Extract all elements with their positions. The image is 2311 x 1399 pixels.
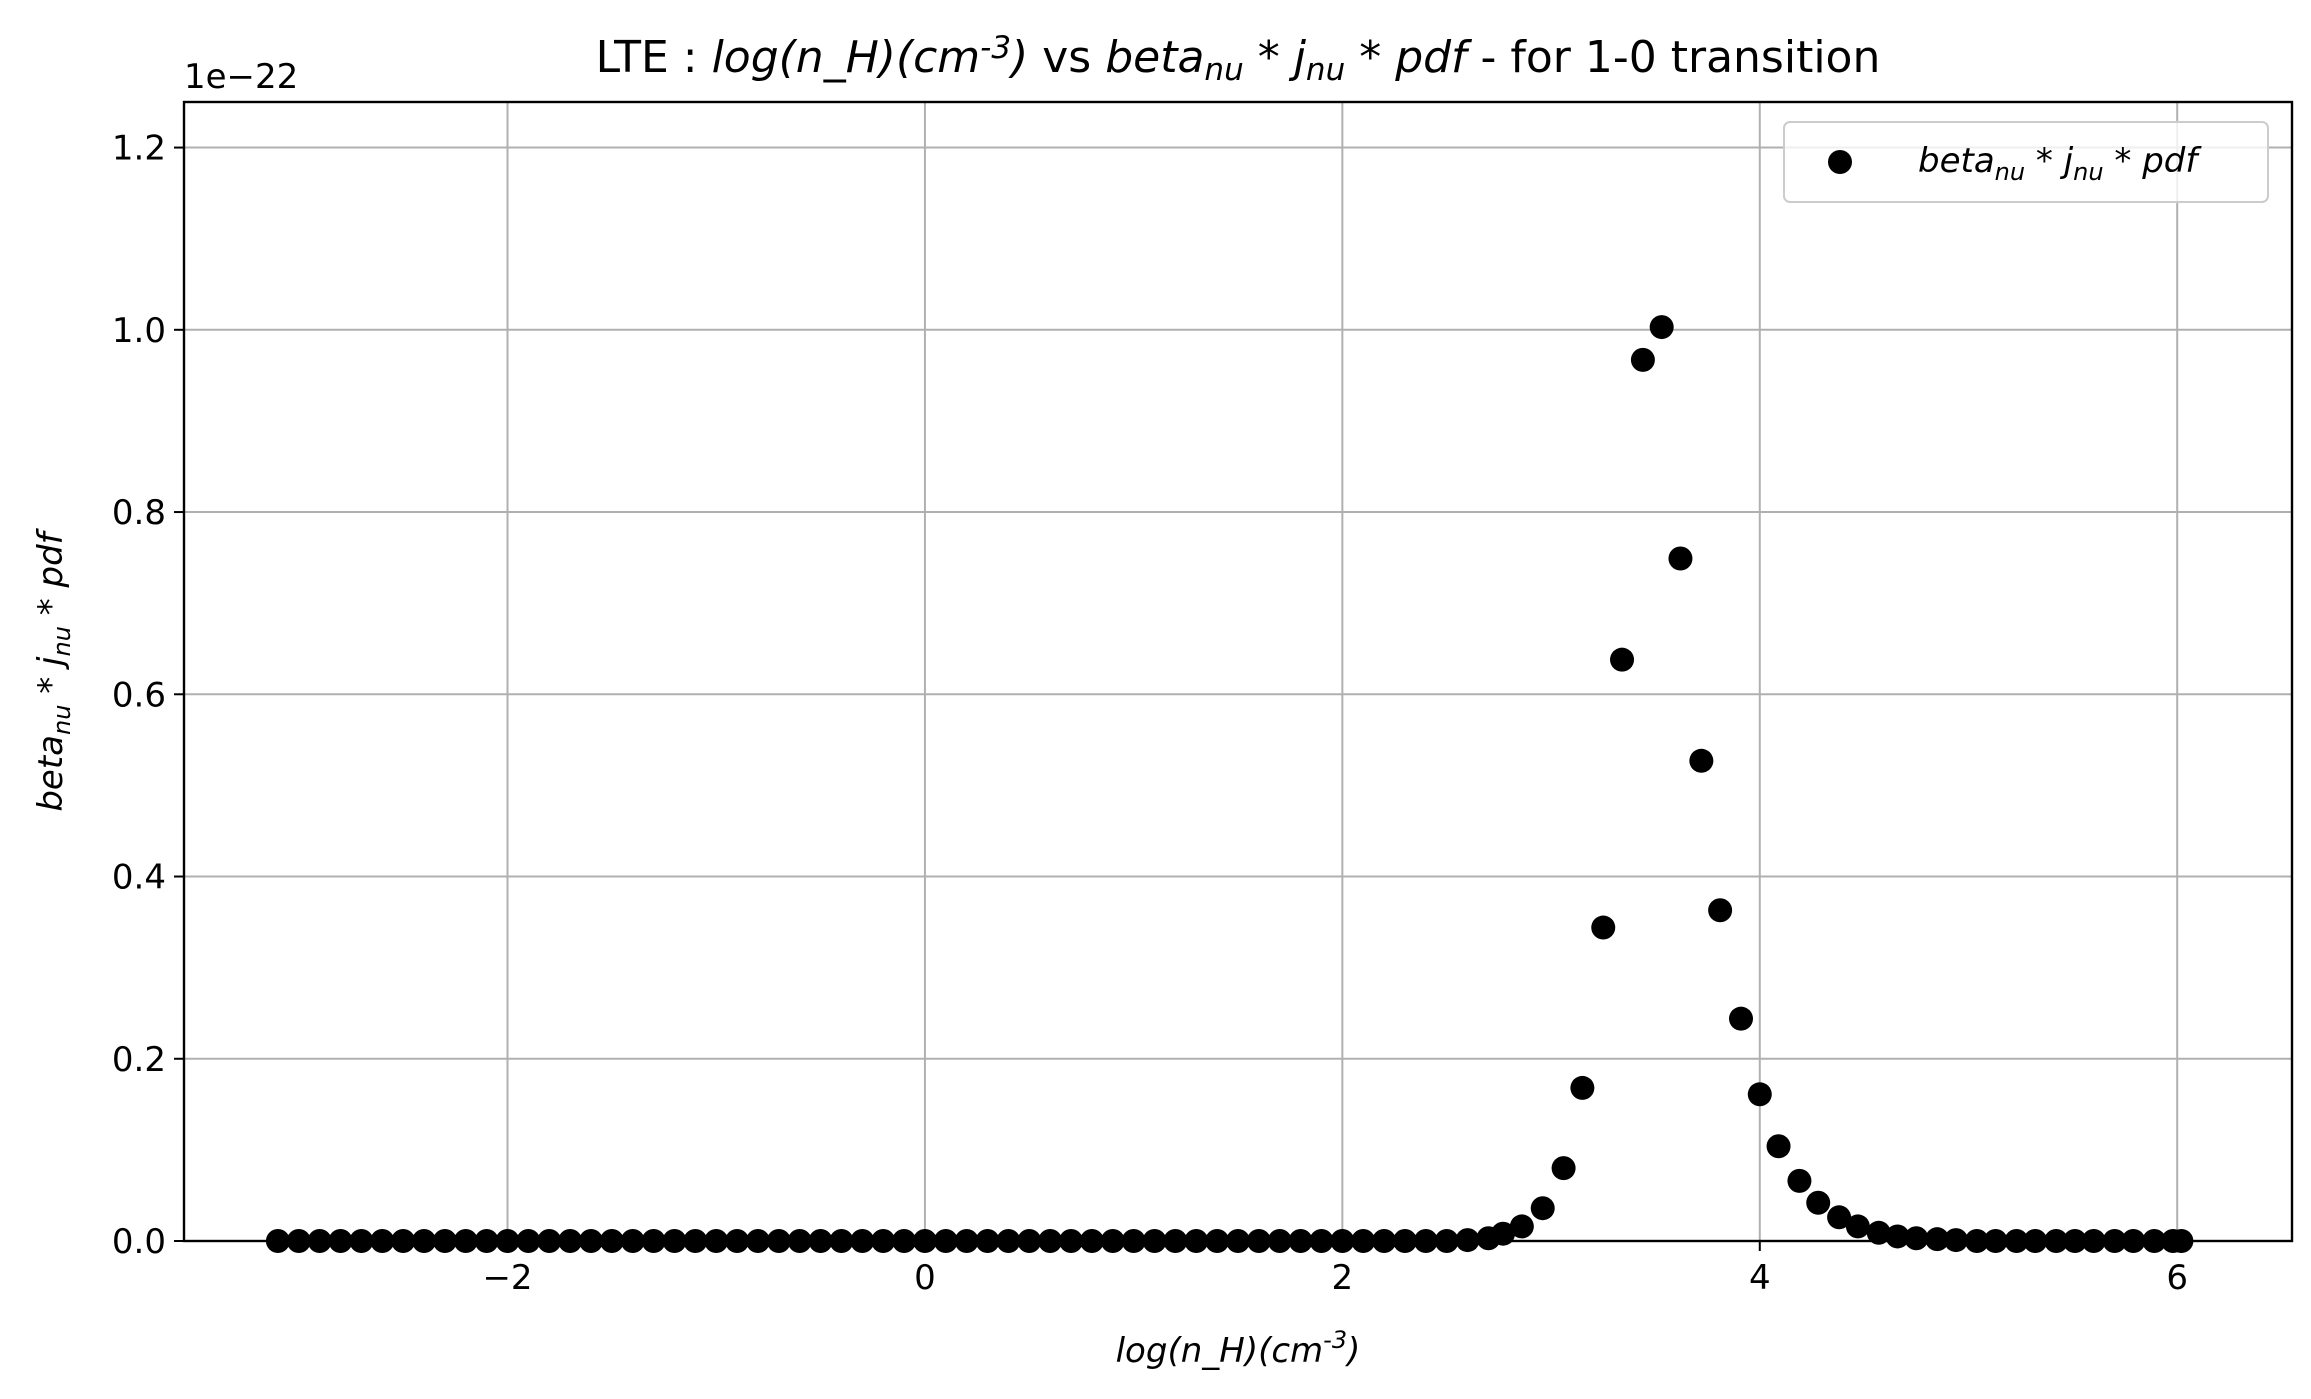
y-tick-label: 1.2 xyxy=(112,129,166,169)
x-tick-label: 2 xyxy=(1332,1258,1354,1298)
y-tick-label: 1.0 xyxy=(112,311,166,351)
data-point xyxy=(1904,1226,1929,1251)
data-point xyxy=(1551,1156,1576,1181)
data-point xyxy=(1591,915,1616,940)
x-tick-label: −2 xyxy=(482,1258,532,1298)
data-point xyxy=(1885,1224,1910,1249)
data-point xyxy=(1845,1214,1870,1239)
data-points xyxy=(265,315,2194,1253)
axis-ticks: −2 0 2 4 6 0.0 0.2 0.4 0.6 0.8 1.0 1.2 xyxy=(112,129,2188,1298)
data-point xyxy=(1766,1134,1791,1159)
data-point xyxy=(1570,1075,1595,1100)
data-point xyxy=(1689,748,1714,773)
grid xyxy=(184,102,2292,1242)
data-point xyxy=(1787,1168,1812,1193)
data-point xyxy=(1728,1006,1753,1031)
x-tick-label: 4 xyxy=(1749,1258,1771,1298)
legend-frame xyxy=(1783,121,2269,203)
data-point xyxy=(1491,1221,1516,1246)
x-axis-label: log(n_H)(cm-3) xyxy=(1116,1326,1361,1371)
y-offset-text: 1e−22 xyxy=(184,57,298,97)
plot-frame xyxy=(182,100,2294,1243)
data-point xyxy=(1509,1214,1534,1239)
y-tick-label: 0.0 xyxy=(112,1222,166,1262)
legend-marker xyxy=(1828,150,1852,174)
x-tick-label: 0 xyxy=(914,1258,936,1298)
y-tick-label: 0.8 xyxy=(112,493,166,533)
y-tick-label: 0.2 xyxy=(112,1040,166,1080)
data-point xyxy=(1806,1190,1831,1215)
legend: betanu * jnu * pdf xyxy=(1783,121,2269,203)
legend-label: betanu * jnu * pdf xyxy=(1918,141,2202,186)
data-point xyxy=(1708,898,1733,923)
y-tick-label: 0.6 xyxy=(112,675,166,715)
y-axis-label: betanu * jnu * pdf xyxy=(31,527,76,811)
data-point xyxy=(1925,1227,1950,1252)
data-point xyxy=(1866,1220,1891,1245)
data-point xyxy=(1747,1082,1772,1107)
data-point xyxy=(1827,1205,1852,1230)
data-point xyxy=(1610,647,1635,672)
data-point xyxy=(1668,546,1693,571)
y-tick-label: 0.4 xyxy=(112,858,166,898)
chart-title: LTE : log(n_H)(cm-3) vs betanu * jnu * p… xyxy=(596,30,1881,88)
data-point xyxy=(1649,315,1674,340)
x-tick-label: 6 xyxy=(2166,1258,2188,1298)
data-point xyxy=(1630,347,1655,372)
data-point xyxy=(1530,1196,1555,1221)
